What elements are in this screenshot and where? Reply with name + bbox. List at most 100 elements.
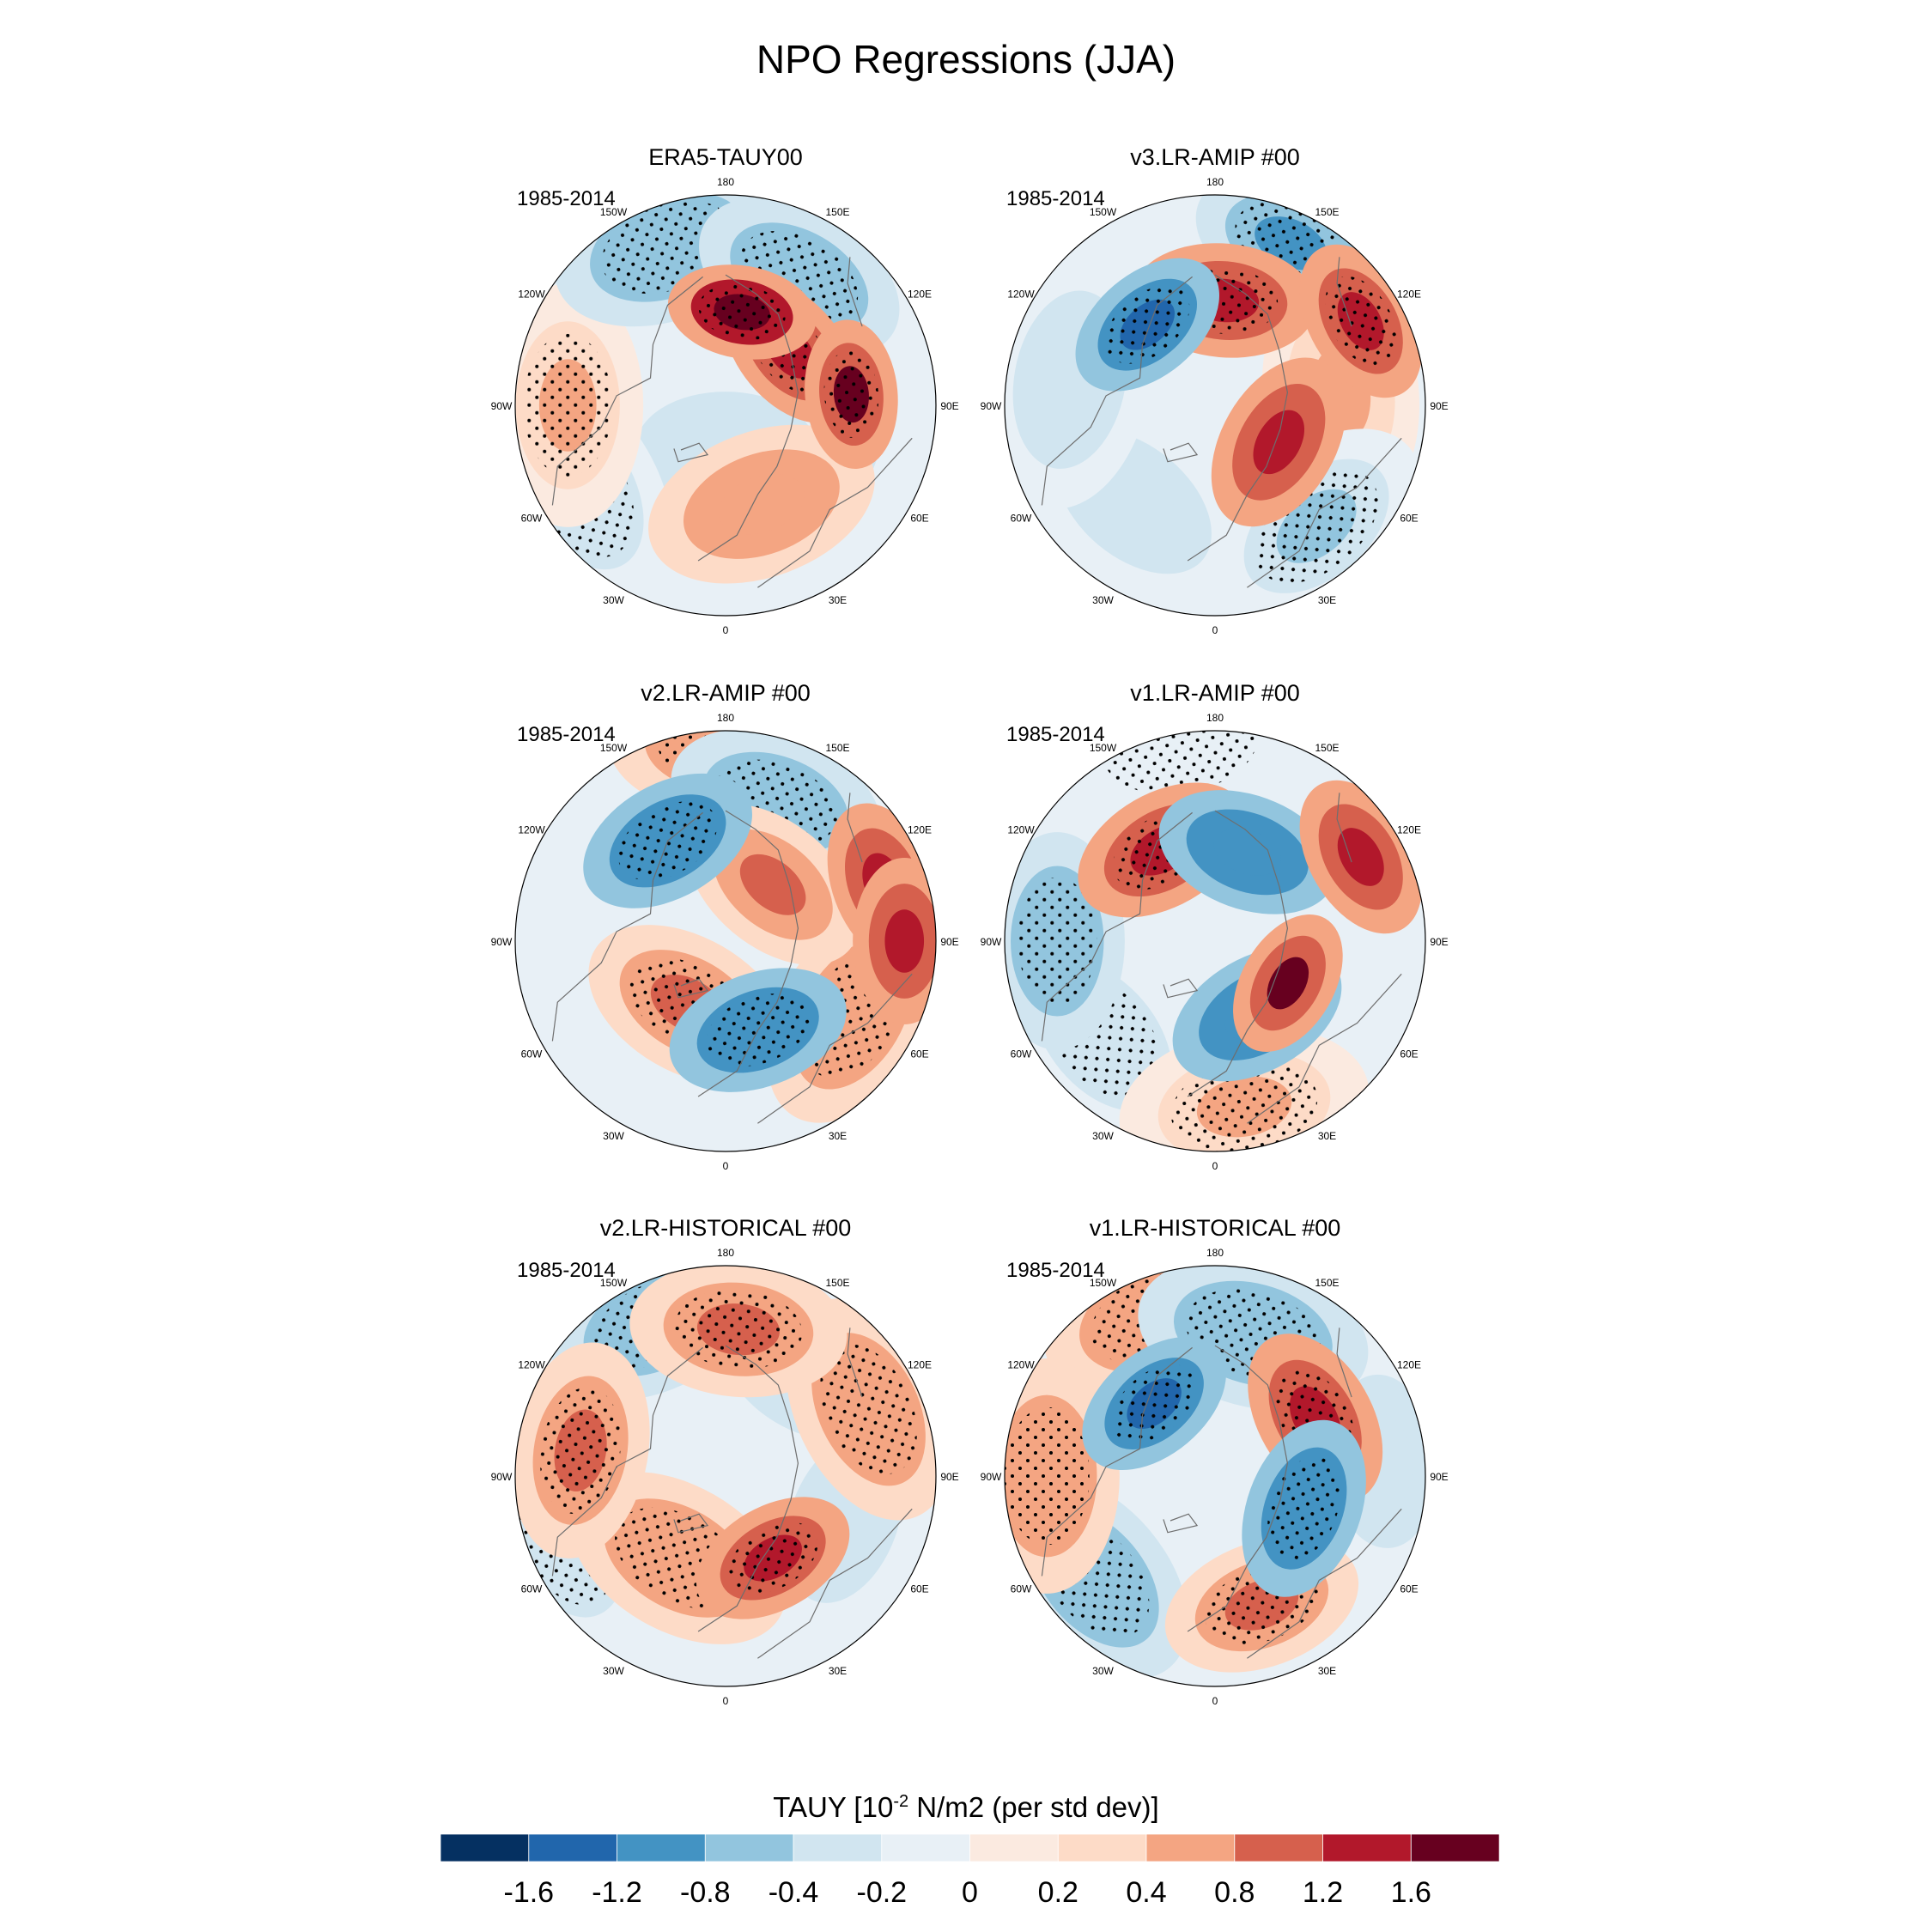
longitude-label: 150W bbox=[600, 742, 628, 754]
colorbar-title-exponent: -2 bbox=[893, 1792, 909, 1811]
longitude-label: 30W bbox=[1092, 594, 1114, 606]
longitude-label: 180 bbox=[717, 176, 734, 188]
longitude-label: 60W bbox=[1011, 1583, 1032, 1595]
longitude-label: 120E bbox=[908, 1359, 932, 1371]
map-border bbox=[514, 730, 937, 1152]
panel-title: v3.LR-AMIP #00 bbox=[1130, 144, 1300, 170]
longitude-label: 0 bbox=[723, 1160, 729, 1172]
polar-map-panel: 180 150E 120E 90E 60E 30E 0 30W 60W 90W 120W 150W bbox=[981, 1247, 1449, 1707]
longitude-label: 150W bbox=[600, 1277, 628, 1289]
longitude-label: 180 bbox=[1206, 1247, 1224, 1259]
polar-map-panel: 180 150E 120E 90E 60E 30E 0 30W 60W 90W 120W 150W bbox=[491, 712, 959, 1172]
longitude-label: 90E bbox=[940, 1471, 958, 1483]
anomaly-core bbox=[1267, 957, 1309, 1010]
colorbar-tick-label: 1.6 bbox=[1390, 1876, 1431, 1909]
longitude-label: 90W bbox=[491, 936, 513, 948]
longitude-label: 90E bbox=[1430, 400, 1448, 412]
colorbar-title: TAUY [10-2 N/m2 (per std dev)] bbox=[0, 1791, 1932, 1824]
longitude-label: 180 bbox=[717, 712, 734, 724]
coastline bbox=[1336, 257, 1352, 327]
panel-period: 1985-2014 bbox=[1006, 1259, 1105, 1282]
longitude-label: 90W bbox=[491, 1471, 513, 1483]
longitude-label: 60W bbox=[521, 513, 543, 525]
colorbar-tick-label: -0.8 bbox=[680, 1876, 731, 1909]
panel-period: 1985-2014 bbox=[517, 187, 616, 210]
longitude-label: 90W bbox=[981, 400, 1002, 412]
longitude-label: 30E bbox=[1318, 1130, 1336, 1142]
longitude-label: 30W bbox=[1092, 1665, 1114, 1677]
polar-map-panel: 180 150E 120E 90E 60E 30E 0 30W 60W 90W 120W 150W bbox=[491, 176, 959, 636]
colorbar-title-rest: N/m2 (per std dev)] bbox=[908, 1791, 1159, 1823]
longitude-label: 120W bbox=[1007, 289, 1035, 301]
panel-period: 1985-2014 bbox=[517, 723, 616, 746]
coastline bbox=[697, 810, 799, 1097]
longitude-label: 30E bbox=[829, 594, 847, 606]
coastline bbox=[847, 1327, 863, 1398]
longitude-label: 180 bbox=[717, 1247, 734, 1259]
coastline bbox=[1041, 811, 1193, 1042]
coastline bbox=[757, 437, 913, 588]
coastline bbox=[847, 793, 863, 863]
significance-stipple bbox=[823, 350, 879, 439]
panel-period: 1985-2014 bbox=[1006, 723, 1105, 746]
longitude-label: 150E bbox=[1315, 1277, 1339, 1289]
significance-stipple bbox=[1018, 877, 1097, 1005]
longitude-label: 120W bbox=[1007, 1359, 1035, 1371]
longitude-label: 60E bbox=[1400, 1583, 1418, 1595]
coastline bbox=[551, 276, 703, 506]
colorbar-tick-label: -0.4 bbox=[768, 1876, 819, 1909]
anomaly-core bbox=[884, 909, 925, 973]
longitude-label: 60E bbox=[1400, 513, 1418, 525]
anomaly-core bbox=[1337, 828, 1384, 886]
longitude-label: 60W bbox=[521, 1048, 543, 1060]
panel-title: v2.LR-AMIP #00 bbox=[641, 680, 811, 706]
longitude-label: 120E bbox=[1397, 1359, 1421, 1371]
figure-title: NPO Regressions (JJA) bbox=[756, 37, 1176, 82]
longitude-label: 120W bbox=[1007, 824, 1035, 836]
longitude-label: 60E bbox=[910, 1048, 928, 1060]
map-border bbox=[514, 194, 937, 617]
longitude-label: 90E bbox=[1430, 936, 1448, 948]
coastline bbox=[1247, 1508, 1402, 1659]
coastline bbox=[1041, 1346, 1193, 1577]
coastline bbox=[847, 257, 863, 327]
coastline bbox=[673, 978, 709, 999]
coastline bbox=[551, 811, 703, 1042]
longitude-label: 60E bbox=[910, 513, 928, 525]
colorbar-title-main: TAUY [10 bbox=[773, 1791, 894, 1823]
significance-stipple bbox=[1267, 1456, 1340, 1561]
colorbar-tick-label: -1.2 bbox=[592, 1876, 642, 1909]
longitude-label: 90W bbox=[981, 1471, 1002, 1483]
longitude-label: 180 bbox=[1206, 712, 1224, 724]
significance-stipple bbox=[1325, 276, 1397, 367]
longitude-label: 30W bbox=[603, 1130, 624, 1142]
longitude-label: 90W bbox=[981, 936, 1002, 948]
significance-stipple bbox=[539, 1387, 622, 1514]
coastline bbox=[1336, 1327, 1352, 1398]
longitude-label: 120E bbox=[908, 824, 932, 836]
significance-stipple bbox=[674, 1289, 803, 1370]
longitude-label: 120W bbox=[518, 289, 545, 301]
polar-map-panel: 180 150E 120E 90E 60E 30E 0 30W 60W 90W 120W 150W bbox=[981, 712, 1449, 1172]
significance-stipple bbox=[727, 1522, 818, 1595]
colorbar-tick-label: 0 bbox=[962, 1876, 978, 1909]
longitude-label: 120E bbox=[908, 289, 932, 301]
map-border bbox=[514, 1265, 937, 1687]
longitude-label: 30E bbox=[829, 1130, 847, 1142]
longitude-label: 60W bbox=[1011, 1048, 1032, 1060]
longitude-label: 0 bbox=[1212, 1160, 1218, 1172]
longitude-label: 60W bbox=[521, 1583, 543, 1595]
colorbar-tick-label: 1.2 bbox=[1302, 1876, 1344, 1909]
longitude-label: 90E bbox=[940, 936, 958, 948]
longitude-label: 150W bbox=[1090, 206, 1117, 218]
significance-stipple bbox=[1102, 731, 1259, 795]
longitude-label: 150E bbox=[1315, 742, 1339, 754]
significance-stipple bbox=[1105, 285, 1190, 364]
anomaly-core bbox=[718, 474, 805, 535]
longitude-label: 30W bbox=[603, 1665, 624, 1677]
coastline bbox=[757, 1508, 913, 1659]
coastline bbox=[1163, 1513, 1199, 1534]
longitude-label: 120W bbox=[518, 824, 545, 836]
longitude-label: 90W bbox=[491, 400, 513, 412]
